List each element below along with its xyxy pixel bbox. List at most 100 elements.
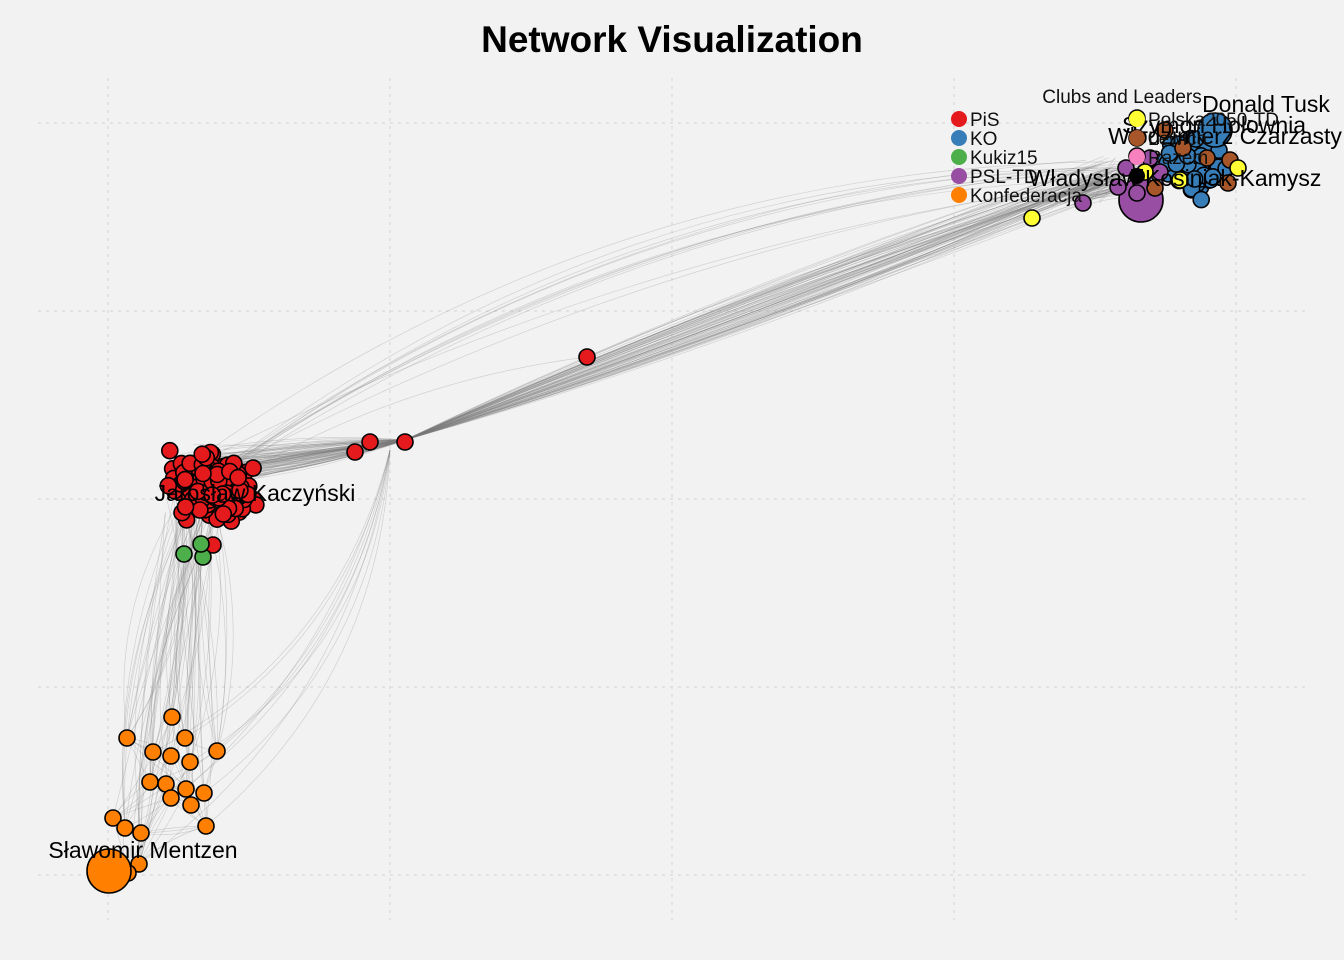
edge [404,190,1117,441]
edge [140,505,205,834]
edge [404,169,1136,441]
edge [586,189,1111,358]
edge [138,716,173,865]
edge [186,497,217,763]
node-konfederacja [208,742,226,760]
edge [127,501,182,874]
chart-title: Network Visualization [481,19,863,60]
edge [152,508,187,753]
edge [173,494,205,794]
node-pis [193,445,211,464]
edge [122,513,191,829]
node-pis [176,470,194,489]
node-konfederacja [144,743,162,761]
edge [404,158,1116,441]
node-lewica [1146,179,1164,197]
edge [404,183,1104,441]
legend-swatch-psl-td [951,168,967,184]
node-psl-td [1128,184,1146,202]
edge [404,175,1124,441]
edge [404,182,1108,441]
node-pis [159,476,178,495]
edge [223,439,406,451]
edge [1094,157,1116,199]
node-konfederacja [197,817,215,835]
node-pis [203,486,222,504]
edge [404,168,1112,441]
leader-label-czarzasty: Włodzimierz Czarzasty [1108,123,1342,149]
edge [404,182,1101,441]
edge [199,439,406,458]
node-psl-td [1074,194,1092,212]
edge [1046,176,1116,199]
edge [134,499,185,834]
leader-label-holownia: Szymon Hołownia [1122,112,1306,138]
edge [404,174,1109,441]
nodes [86,109,1247,894]
edge [122,496,184,829]
node-psl-td [1109,178,1127,196]
edge [404,173,1113,441]
edge [404,182,1101,441]
edge [138,511,167,865]
node-konfederacja [177,780,195,798]
edge [1068,170,1118,198]
node-polska2050-td [1023,209,1041,227]
leader-label-kaczynski: Jarosław Kaczyński [155,480,356,506]
edge [152,502,184,753]
node-konfederacja [181,753,199,771]
legend: Clubs and Leaders PiSKOKukiz15PSL-TDKonf… [951,87,1279,207]
node-pis [578,348,596,366]
edge [404,177,1103,441]
edge [210,177,1133,458]
edge [404,191,1114,441]
edge [171,716,207,827]
edge [404,169,1119,441]
node-pis [346,443,364,461]
edge [404,163,1129,441]
legend-swatch-other [1129,168,1145,184]
edge [206,161,1136,453]
edge [404,161,1105,441]
node-konfederacja [162,747,180,765]
legend-label-konfederacja: Konfederacja [970,186,1082,207]
node-konfederacja [182,796,200,814]
node-polska2050-td [1171,171,1189,189]
edge [240,165,1131,460]
edge [212,439,406,459]
node-polska2050-td [1229,159,1247,177]
edge [404,188,1112,441]
edge [138,761,191,865]
edge [193,439,406,446]
node-pis [229,468,247,487]
node-konfederacja [195,784,213,802]
edge [185,501,197,790]
edge [404,170,1113,441]
edge [404,167,1110,441]
edge [170,449,391,799]
leader-label-kosiniak-kamysz: Władysław Kosiniak-Kamysz [1029,165,1322,191]
node-kukiz15 [192,535,210,553]
edge [205,449,391,827]
edge [126,509,189,739]
legend-label-ko: KO [970,129,997,150]
edge [222,439,406,465]
edge [171,513,196,718]
edge [404,163,1126,441]
edge [175,499,200,790]
edge [200,502,218,752]
grid [38,78,1306,920]
legend-swatch-razem [1129,149,1145,165]
node-konfederacja [141,773,159,791]
node-pis [194,464,212,483]
edge [171,514,195,718]
node-lewica [1174,139,1192,157]
node-pis [161,441,179,460]
legend-label-polska2050-td: Polska2050-TD [1148,110,1279,131]
node-lewica [1219,174,1237,192]
edge [404,176,1112,441]
edge [127,516,197,874]
edge [404,175,1120,441]
edge [404,177,1118,441]
edge [216,522,228,752]
